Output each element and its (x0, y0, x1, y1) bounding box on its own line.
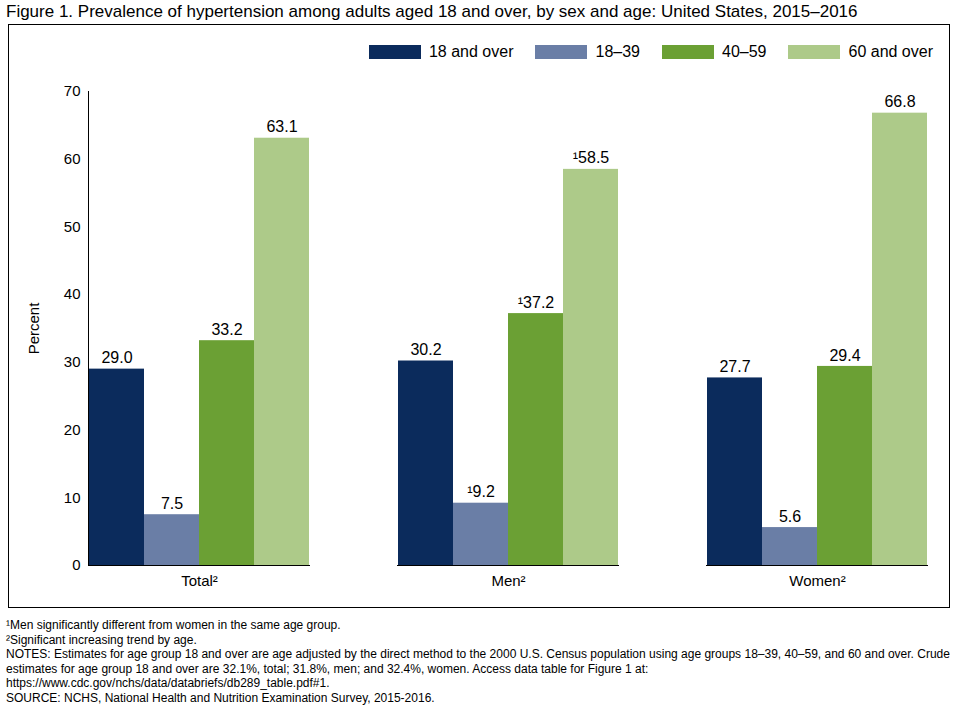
svg-text:Men²: Men² (491, 572, 525, 589)
svg-text:40: 40 (64, 285, 81, 302)
svg-text:Total²: Total² (181, 572, 218, 589)
svg-text:7.5: 7.5 (161, 495, 183, 512)
html-text:¹Men significantly different f: ¹Men significantly different from women … (6, 618, 341, 632)
html-text:40–59: 40–59 (722, 43, 767, 60)
html-text:SOURCE: NCHS, National Health: SOURCE: NCHS, National Health and Nutrit… (6, 690, 435, 705)
svg-text:0: 0 (72, 556, 80, 573)
svg-text:20: 20 (64, 421, 81, 438)
svg-text:60: 60 (64, 150, 81, 167)
html-text:60 and over: 60 and over (848, 43, 933, 60)
svg-text:70: 70 (64, 82, 81, 99)
svg-text:¹37.2: ¹37.2 (518, 294, 555, 311)
svg-text:30.2: 30.2 (410, 341, 441, 358)
svg-text:¹9.2: ¹9.2 (467, 483, 495, 500)
svg-text:Percent: Percent (25, 302, 42, 355)
html-text:NOTES: Estimates for age group: NOTES: Estimates for age group 18 and ov… (6, 647, 950, 690)
svg-text:¹58.5: ¹58.5 (573, 149, 610, 166)
svg-text:29.4: 29.4 (829, 347, 860, 364)
html-text:Figure 1. Prevalence of hypert: Figure 1. Prevalence of hypertension amo… (6, 2, 858, 21)
svg-text:63.1: 63.1 (266, 118, 297, 135)
html-text:18–39: 18–39 (595, 43, 640, 60)
svg-text:5.6: 5.6 (779, 508, 801, 525)
svg-text:50: 50 (64, 218, 81, 235)
html-text:18 and over: 18 and over (429, 43, 514, 60)
svg-text:27.7: 27.7 (719, 358, 750, 375)
svg-text:29.0: 29.0 (101, 349, 132, 366)
svg-text:66.8: 66.8 (884, 93, 915, 110)
svg-text:Women²: Women² (789, 572, 845, 589)
svg-text:30: 30 (64, 353, 81, 370)
html-text:²Significant increasing trend: ²Significant increasing trend by age. (6, 632, 197, 647)
svg-text:33.2: 33.2 (211, 321, 242, 338)
svg-text:10: 10 (64, 489, 81, 506)
